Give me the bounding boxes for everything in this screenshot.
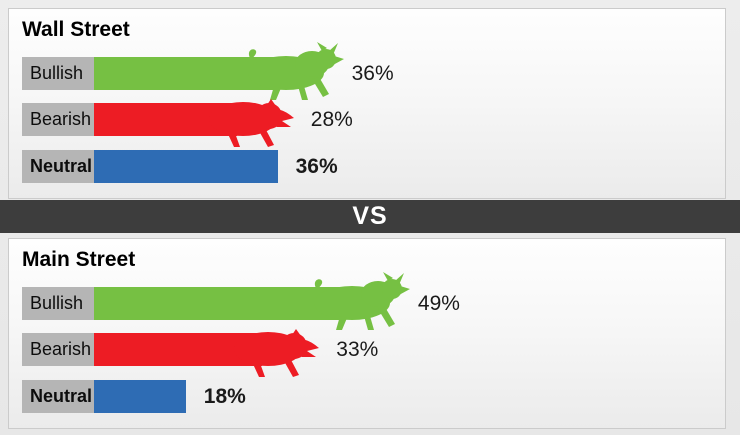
percent-value: 33% [336,338,379,361]
bear-icon [208,99,294,147]
percent-value: 36% [351,62,394,85]
bull-icon [247,42,344,100]
neutral-bar [94,380,186,413]
bear-icon [234,329,320,377]
vs-divider: VS [0,200,740,233]
row-wall-street-bearish: Bearish 28% [22,99,725,147]
bullish-bar [94,57,278,90]
row-main-street-bullish: Bullish 49% [22,272,725,330]
category-label-neutral: Neutral [22,380,94,413]
bullish-bar [94,287,344,320]
percent-value: 49% [417,292,460,315]
wall-street-panel: Wall Street Bullish 36% Bearish [8,8,726,199]
neutral-bar [94,150,278,183]
bull-icon [313,272,410,330]
category-label-bullish: Bullish [22,287,94,320]
bearish-bar [94,333,263,366]
percent-value: 36% [295,155,338,178]
category-label-bearish: Bearish [22,333,94,366]
category-label-bullish: Bullish [22,57,94,90]
row-wall-street-neutral: Neutral 36% [22,150,725,183]
panel-title-main-street: Main Street [22,248,136,271]
panel-title-wall-street: Wall Street [22,18,130,41]
row-main-street-bearish: Bearish 33% [22,329,725,377]
row-wall-street-bullish: Bullish 36% [22,42,725,100]
main-street-panel: Main Street Bullish 49% Bearish [8,238,726,429]
percent-value: 18% [203,385,246,408]
percent-value: 28% [310,108,353,131]
category-label-neutral: Neutral [22,150,94,183]
row-main-street-neutral: Neutral 18% [22,380,725,413]
category-label-bearish: Bearish [22,103,94,136]
